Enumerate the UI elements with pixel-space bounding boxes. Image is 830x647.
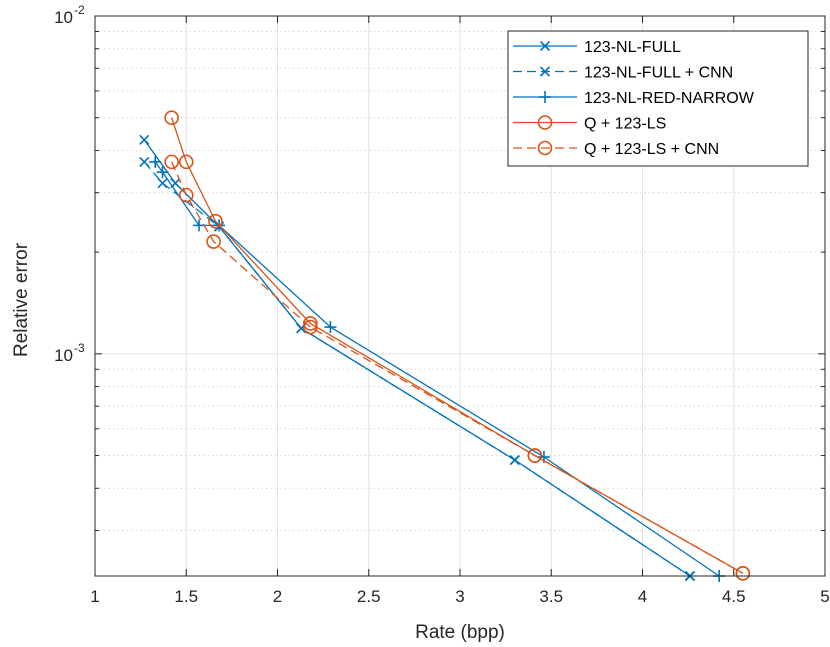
legend-label: 123-NL-RED-NARROW <box>584 90 755 107</box>
marker-stroke <box>303 316 318 331</box>
data-point <box>324 321 337 334</box>
data-point <box>149 155 162 168</box>
marker-stroke <box>527 448 543 463</box>
x-tick-label: 2.5 <box>357 587 381 606</box>
marker-stroke <box>208 213 223 229</box>
legend-entry-4: Q + 123-LS + CNN <box>513 140 719 158</box>
data-point <box>139 156 150 167</box>
legend-marker <box>539 91 551 103</box>
data-point <box>303 319 318 335</box>
data-point <box>164 154 179 170</box>
x-tick-label: 4 <box>638 587 647 606</box>
series-layer <box>139 110 751 582</box>
marker-stroke <box>139 134 150 145</box>
y-axis-label: Relative error <box>11 242 32 357</box>
legend-marker <box>539 66 551 77</box>
legend-entry-3: Q + 123-LS <box>513 115 666 133</box>
x-tick-label: 3.5 <box>539 587 563 606</box>
data-point <box>303 316 318 331</box>
marker-stroke <box>164 154 179 170</box>
series-line <box>171 117 744 574</box>
series-4 <box>164 154 751 581</box>
series-line <box>143 139 691 577</box>
x-tick-label: 4.5 <box>722 587 746 606</box>
x-tick-label: 3 <box>455 587 464 606</box>
legend-marker <box>539 40 551 52</box>
marker-stroke <box>206 234 221 249</box>
y-tick-label: 10 <box>54 8 73 27</box>
data-point <box>206 234 221 249</box>
x-tick-label: 5 <box>820 587 829 606</box>
legend-label: 123-NL-FULL <box>584 39 681 56</box>
data-point <box>164 110 179 126</box>
x-tick-label: 1.5 <box>174 587 198 606</box>
marker-stroke <box>537 115 553 130</box>
legend-entry-2: 123-NL-RED-NARROW <box>513 90 755 107</box>
data-point <box>139 134 150 145</box>
data-point <box>509 454 520 466</box>
marker-stroke <box>303 319 318 335</box>
data-point <box>735 566 751 581</box>
data-point <box>178 154 194 170</box>
marker-stroke <box>164 110 179 126</box>
legend-entry-1: 123-NL-FULL + CNN <box>513 65 733 82</box>
marker-stroke <box>509 454 520 466</box>
marker-stroke <box>537 140 553 156</box>
data-point <box>208 213 223 229</box>
marker-stroke <box>178 187 194 203</box>
marker-stroke <box>539 66 551 77</box>
legend-label: Q + 123-LS + CNN <box>584 141 719 158</box>
x-tick-label: 1 <box>90 587 99 606</box>
data-point <box>157 178 168 189</box>
y-tick-exponent: -2 <box>74 3 85 17</box>
legend-marker <box>537 115 553 130</box>
x-tick-label: 2 <box>273 587 282 606</box>
marker-stroke <box>157 178 168 189</box>
legend-box <box>507 30 809 167</box>
ticks: 1 1.5 2 2.5 3 3.5 4 4.5 510-210-3 <box>54 3 830 606</box>
marker-stroke <box>139 156 150 167</box>
marker-stroke <box>735 566 751 581</box>
legend-label: Q + 123-LS <box>584 116 666 133</box>
y-tick-exponent: -3 <box>74 341 85 355</box>
legend-entry-0: 123-NL-FULL <box>513 39 681 56</box>
legend-marker <box>537 140 553 156</box>
data-point <box>527 448 543 463</box>
x-axis-label: Rate (bpp) <box>415 622 505 643</box>
marker-stroke <box>178 154 194 170</box>
y-tick-label: 10 <box>54 346 73 365</box>
legend-label: 123-NL-FULL + CNN <box>584 65 733 82</box>
data-point <box>178 187 194 203</box>
legend: 123-NL-FULL 123-NL-FULL + CNN 123-NL-RED-N… <box>507 30 809 167</box>
data-point <box>156 166 169 179</box>
data-point <box>193 219 206 232</box>
marker-stroke <box>539 40 551 52</box>
